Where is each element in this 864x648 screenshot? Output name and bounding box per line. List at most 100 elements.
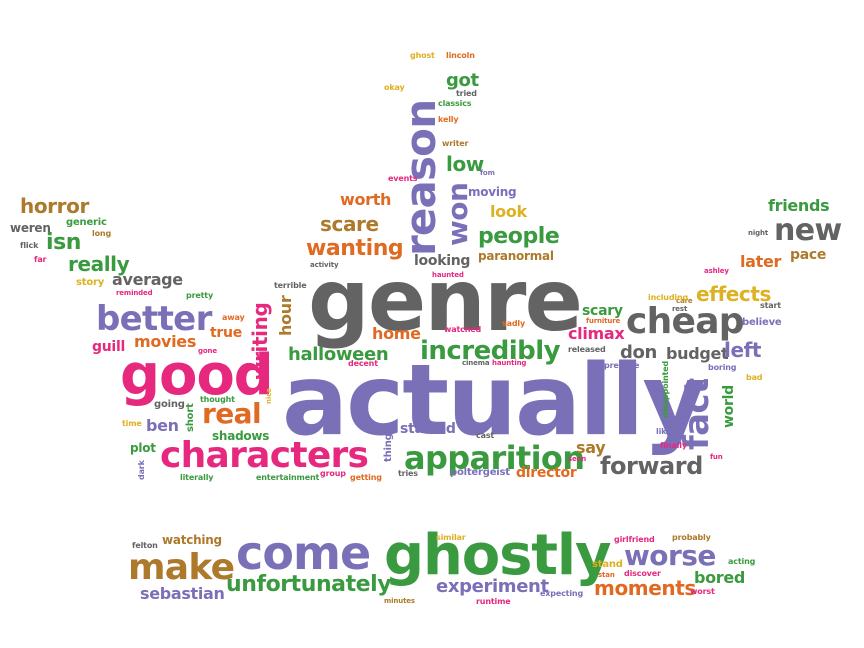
word-world: world (721, 385, 737, 428)
word-ghost: ghost (410, 51, 435, 60)
word-lincoln: lincoln (446, 51, 475, 60)
word-fun: fun (710, 453, 723, 461)
word-pace: pace (790, 247, 827, 263)
word-stan: stan (598, 571, 615, 579)
word-good: good (120, 343, 274, 408)
word-average: average (112, 270, 183, 289)
word-watched: watched (444, 325, 482, 334)
word-rest: rest (672, 305, 688, 313)
word-really: really (68, 252, 130, 276)
word-cheap: cheap (626, 301, 745, 342)
word-long: long (92, 229, 112, 238)
word-literally: literally (180, 473, 214, 482)
word-dark: dark (137, 460, 146, 480)
word-pretty: pretty (186, 291, 214, 300)
word-fact: fact (677, 378, 717, 450)
word-similar: similar (436, 533, 466, 542)
word-moving: moving (468, 185, 517, 199)
word-worth: worth (340, 190, 392, 209)
word-classics: classics (438, 99, 472, 108)
word-halloween: halloween (288, 344, 389, 365)
word-time: time (122, 419, 142, 428)
word-real: real (202, 397, 262, 430)
word-reminded: reminded (116, 289, 153, 297)
word-better: better (96, 299, 212, 339)
word-guill: guill (92, 339, 125, 355)
word-ghostly: ghostly (384, 523, 612, 588)
word-thought: thought (200, 395, 235, 404)
word-finally: finally (660, 441, 687, 450)
word-night: night (748, 229, 769, 237)
word-released: released (568, 345, 606, 354)
word-haunting: haunting (492, 359, 527, 367)
word-including: including (648, 293, 689, 302)
word-actually: actually (282, 344, 706, 458)
word-wanting: wanting (306, 236, 404, 261)
word-come: come (236, 526, 371, 580)
word-people: people (478, 224, 560, 249)
word-acting: acting (728, 557, 756, 566)
word-scary: scary (582, 303, 623, 319)
word-felton: felton (132, 541, 158, 550)
word-watching: watching (162, 533, 222, 547)
word-disappointed: disappointed (661, 360, 670, 418)
word-kelly: kelly (438, 115, 459, 124)
word-genre: genre (308, 251, 583, 351)
word-premise: premise (604, 361, 640, 370)
word-low: low (446, 152, 484, 176)
word-true: true (210, 325, 242, 341)
word-looking: looking (414, 253, 471, 269)
word-haunted: haunted (432, 271, 464, 279)
word-worst: worst (690, 587, 715, 596)
word-later: later (740, 252, 782, 271)
word-girlfriend: girlfriend (614, 535, 655, 544)
word-worse: worse (624, 539, 716, 572)
word-ashley: ashley (704, 267, 729, 275)
word-away: away (222, 313, 245, 322)
word-started: started (400, 421, 456, 437)
word-flick: flick (20, 241, 39, 250)
word-poltergeist: poltergeist (450, 467, 510, 478)
word-decent: decent (348, 359, 378, 368)
word-hour: hour (276, 295, 295, 336)
word-left: left (724, 338, 762, 362)
word-climax: climax (568, 324, 625, 343)
word-stand: stand (592, 559, 623, 570)
word-movies: movies (134, 332, 197, 351)
word-group: group (320, 469, 346, 478)
word-story: story (76, 277, 105, 288)
word-getting: getting (350, 473, 382, 482)
word-sadly: sadly (502, 319, 526, 328)
word-ben: ben (146, 416, 179, 435)
word-effects: effects (696, 282, 772, 306)
word-writer: writer (442, 139, 469, 148)
word-discover: discover (624, 569, 661, 578)
word-tried: tried (456, 89, 477, 98)
word-minutes: minutes (384, 597, 415, 605)
word-care: care (676, 297, 693, 305)
word-tries: tries (398, 469, 418, 478)
word-likely: likely (656, 427, 680, 436)
word-look: look (490, 202, 527, 221)
word-shadows: shadows (212, 429, 270, 443)
word-director: director (516, 465, 577, 481)
word-unfortunately: unfortunately (226, 572, 392, 597)
word-writing: writing (248, 302, 272, 380)
word-activity: activity (310, 261, 339, 269)
word-scare: scare (320, 212, 379, 236)
word-don: don (620, 342, 657, 363)
word-plot: plot (130, 441, 156, 455)
word-believe: believe (742, 317, 782, 328)
word-entertainment: entertainment (256, 473, 320, 482)
word-home: home (372, 324, 421, 343)
word-bored: bored (694, 568, 746, 587)
word-isn: isn (46, 230, 81, 255)
word-start: start (760, 301, 781, 310)
word-got: got (446, 70, 479, 91)
word-friends: friends (768, 196, 830, 215)
word-new: new (774, 213, 842, 248)
word-budget: budget (666, 344, 729, 363)
word-going: going (154, 399, 185, 410)
word-forward: forward (600, 452, 703, 480)
